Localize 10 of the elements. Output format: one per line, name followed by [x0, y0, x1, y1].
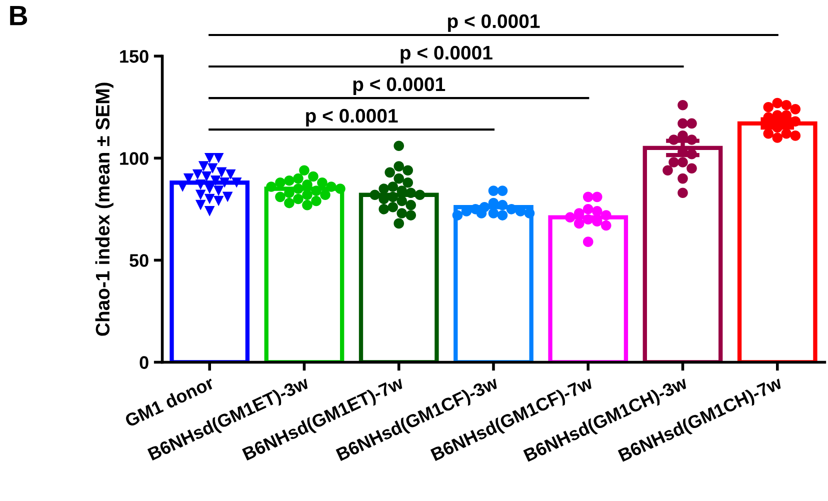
annotation: p < 0.0001: [353, 77, 446, 95]
text: B: [10, 6, 28, 26]
y-tick-label: 150: [120, 50, 148, 63]
text: p < 0.0001: [448, 14, 540, 32]
annotation: p < 0.0001: [306, 108, 398, 127]
y-tick-label: 0: [140, 356, 148, 369]
y-tick-label: 50: [130, 254, 148, 267]
y-axis-title: Chao-1 index (mean ± SEM): [95, 82, 114, 336]
annotation: p < 0.0001: [400, 46, 492, 64]
y-tick-label: 100: [120, 152, 148, 165]
